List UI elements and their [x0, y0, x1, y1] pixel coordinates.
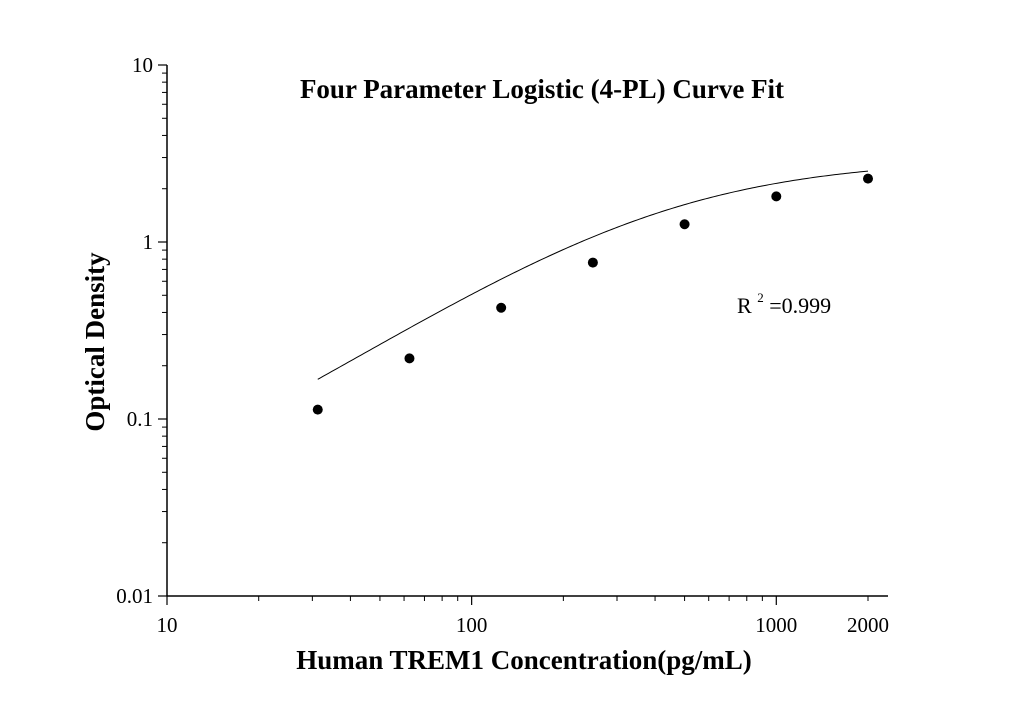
r-squared-base: R [737, 293, 752, 318]
r-squared-annotation: R 2 =0.999 [737, 282, 831, 318]
x-tick-label: 10 [157, 613, 178, 637]
y-tick-label: 0.01 [116, 584, 153, 608]
r-squared-value: =0.999 [769, 293, 831, 318]
fit-curve [317, 170, 869, 380]
data-point [863, 173, 873, 184]
chart-title: Four Parameter Logistic (4-PL) Curve Fit [300, 74, 784, 104]
y-axis-label: Optical Density [80, 252, 110, 432]
data-points [312, 173, 873, 415]
r-squared-sup: 2 [757, 290, 764, 305]
x-tick-label: 100 [456, 613, 488, 637]
data-point [587, 257, 598, 268]
x-tick-label: 1000 [755, 613, 797, 637]
data-point [404, 353, 415, 364]
data-point [496, 302, 507, 313]
y-tick-label: 0.1 [127, 407, 153, 431]
x-tick-label: 2000 [847, 613, 889, 637]
ticks [158, 64, 869, 605]
data-point [679, 219, 690, 230]
y-tick-label: 10 [132, 53, 153, 77]
x-axis-label: Human TREM1 Concentration(pg/mL) [296, 645, 752, 675]
tick-labels: 0.01 0.1 1 10 10 100 1000 2000 [116, 53, 889, 637]
y-tick-label: 1 [143, 230, 154, 254]
data-point [312, 404, 323, 415]
data-point [771, 191, 782, 202]
axes [166, 65, 888, 597]
